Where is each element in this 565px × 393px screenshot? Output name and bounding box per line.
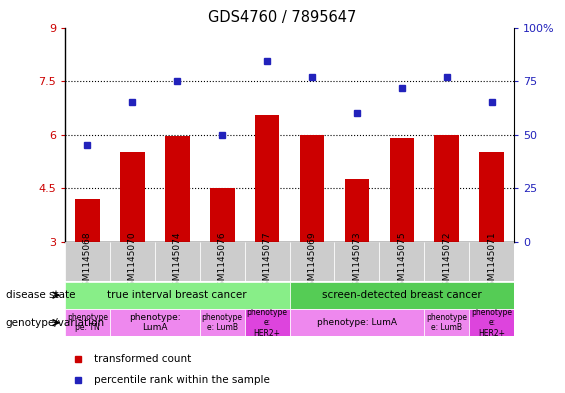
Text: true interval breast cancer: true interval breast cancer (107, 290, 247, 300)
Text: GDS4760 / 7895647: GDS4760 / 7895647 (208, 10, 357, 25)
Bar (245, 309, 289, 336)
Text: transformed count: transformed count (94, 354, 192, 364)
Bar (389, 138, 414, 242)
Text: phenotype
e: LumB: phenotype e: LumB (202, 313, 243, 332)
Bar (200, 309, 245, 336)
Text: phenotype
e:
HER2+: phenotype e: HER2+ (471, 308, 512, 338)
Bar (345, 179, 370, 242)
Text: GSM1145073: GSM1145073 (353, 231, 362, 292)
Bar (424, 242, 469, 281)
Text: GSM1145072: GSM1145072 (442, 231, 451, 292)
Bar (479, 152, 504, 242)
Bar (200, 242, 245, 281)
Bar (210, 188, 234, 242)
Text: phenotype
e: LumB: phenotype e: LumB (426, 313, 467, 332)
Bar (120, 152, 145, 242)
Text: GSM1145068: GSM1145068 (83, 231, 92, 292)
Bar (289, 242, 334, 281)
Bar (75, 199, 100, 242)
Text: phenotype:
LumA: phenotype: LumA (129, 313, 181, 332)
Bar (424, 309, 469, 336)
Bar (65, 282, 289, 309)
Bar (469, 242, 514, 281)
Text: percentile rank within the sample: percentile rank within the sample (94, 375, 270, 385)
Text: GSM1145074: GSM1145074 (173, 231, 182, 292)
Bar (255, 115, 280, 242)
Bar (299, 134, 324, 242)
Bar (289, 309, 424, 336)
Text: disease state: disease state (6, 290, 75, 300)
Text: genotype/variation: genotype/variation (6, 318, 105, 328)
Text: GSM1145075: GSM1145075 (397, 231, 406, 292)
Text: phenotype: LumA: phenotype: LumA (317, 318, 397, 327)
Text: phenotype
e:
HER2+: phenotype e: HER2+ (246, 308, 288, 338)
Text: GSM1145070: GSM1145070 (128, 231, 137, 292)
Text: screen-detected breast cancer: screen-detected breast cancer (322, 290, 482, 300)
Bar (165, 136, 190, 242)
Text: phenotype
pe: TN: phenotype pe: TN (67, 313, 108, 332)
Bar (245, 242, 289, 281)
Text: GSM1145076: GSM1145076 (218, 231, 227, 292)
Bar (155, 242, 200, 281)
Text: GSM1145071: GSM1145071 (487, 231, 496, 292)
Bar (289, 282, 514, 309)
Text: GSM1145077: GSM1145077 (263, 231, 272, 292)
Bar (334, 242, 380, 281)
Bar (434, 134, 459, 242)
Bar (65, 242, 110, 281)
Bar (65, 309, 110, 336)
Bar (110, 309, 200, 336)
Bar (110, 242, 155, 281)
Bar (469, 309, 514, 336)
Bar (380, 242, 424, 281)
Text: GSM1145069: GSM1145069 (307, 231, 316, 292)
